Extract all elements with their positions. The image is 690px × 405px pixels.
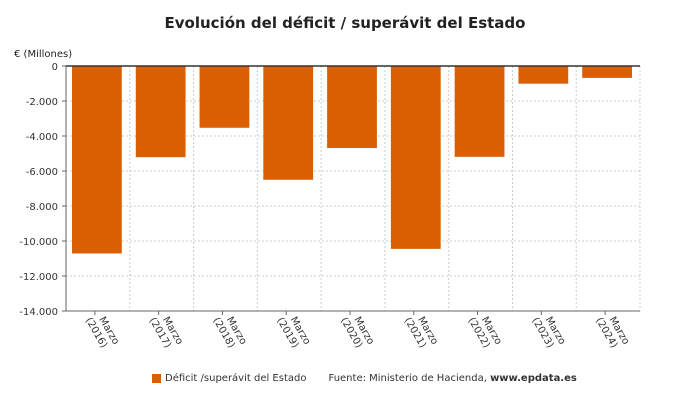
y-tick-label: -10.000 — [19, 237, 58, 248]
source-prefix: Fuente: Ministerio de Hacienda, — [328, 373, 491, 384]
y-tick-label: -8.000 — [26, 202, 58, 213]
bar — [199, 66, 250, 128]
x-tick-label: Marzo(2021) — [402, 310, 440, 353]
bar — [518, 66, 569, 84]
x-tick-label: Marzo(2017) — [147, 310, 185, 353]
y-tick-label: -6.000 — [26, 167, 58, 178]
bar — [454, 66, 505, 157]
y-tick-label: -2.000 — [26, 97, 58, 108]
chart-title: Evolución del déficit / superávit del Es… — [164, 14, 526, 32]
legend-label: Déficit /superávit del Estado — [165, 373, 307, 384]
source-text: Fuente: Ministerio de Hacienda, www.epda… — [328, 373, 576, 384]
y-tick-label: 0 — [52, 62, 58, 73]
x-tick-label: Marzo(2023) — [529, 310, 567, 353]
legend: Déficit /superávit del Estado Fuente: Mi… — [152, 373, 577, 384]
x-tick-label: Marzo(2020) — [338, 310, 376, 353]
y-axis-label: € (Millones) — [14, 49, 72, 60]
y-tick-label: -12.000 — [19, 272, 58, 283]
y-tick-label: -14.000 — [19, 307, 58, 318]
x-tick-label: Marzo(2016) — [83, 310, 121, 353]
bar — [263, 66, 314, 180]
source-link[interactable]: www.epdata.es — [490, 373, 577, 384]
x-tick-label: Marzo(2022) — [466, 310, 504, 353]
x-tick-label: Marzo(2024) — [593, 310, 631, 353]
y-tick-label: -4.000 — [26, 132, 58, 143]
x-tick-label: Marzo(2018) — [210, 310, 248, 353]
bar — [390, 66, 441, 249]
legend-swatch — [152, 374, 161, 383]
bar — [72, 66, 122, 254]
x-tick-label: Marzo(2019) — [274, 310, 312, 353]
bar — [327, 66, 377, 149]
bar — [135, 66, 186, 158]
bar — [582, 66, 632, 78]
